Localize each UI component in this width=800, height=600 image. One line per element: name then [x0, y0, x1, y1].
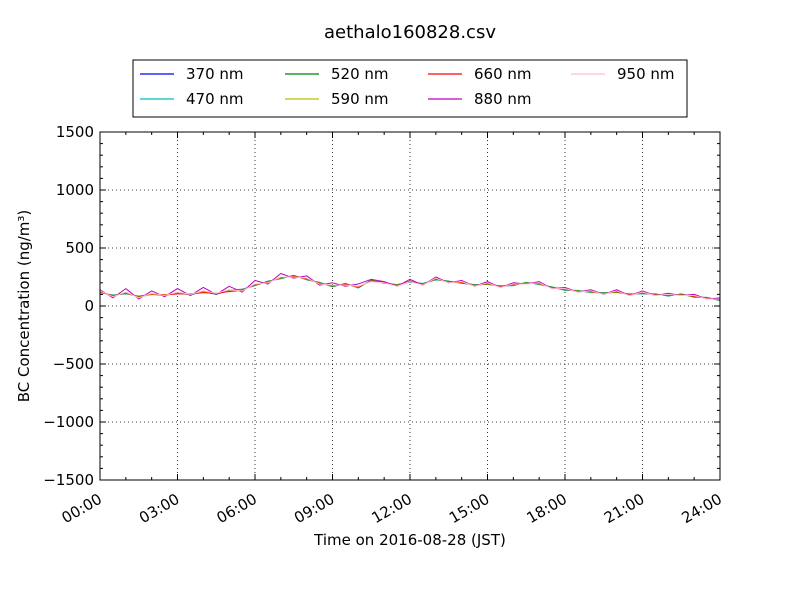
x-axis-label: Time on 2016-08-28 (JST) [313, 531, 506, 549]
series-line-950-nm [100, 276, 720, 300]
y-tick-label: 1500 [56, 123, 94, 141]
chart-title: aethalo160828.csv [324, 22, 496, 43]
legend-box [132, 59, 688, 118]
plot-frame [99, 131, 721, 481]
y-tick-label: 500 [65, 239, 94, 257]
y-tick-label: −1500 [43, 471, 94, 489]
series-layer [100, 273, 720, 302]
y-tick-label: 1000 [56, 181, 94, 199]
grid [100, 132, 720, 480]
series-line-660-nm [100, 275, 720, 301]
y-tick-label: 0 [84, 297, 94, 315]
legend: 370 nm 470 nm 520 nm 590 nm 660 nm 880 nm 950 … [132, 59, 688, 118]
y-tick-label: −500 [53, 355, 94, 373]
legend-entry: 370 nm [186, 65, 244, 83]
y-axis-label: BC Concentration (ng/m³) [15, 210, 33, 403]
legend-entry: 660 nm [474, 65, 532, 83]
legend-entry: 880 nm [474, 90, 532, 108]
legend-entry: 470 nm [186, 90, 244, 108]
legend-entry: 520 nm [331, 65, 389, 83]
series-line-880-nm [100, 273, 720, 300]
legend-entry: 590 nm [331, 90, 389, 108]
y-tick-label: −1000 [43, 413, 94, 431]
legend-entry: 950 nm [617, 65, 675, 83]
